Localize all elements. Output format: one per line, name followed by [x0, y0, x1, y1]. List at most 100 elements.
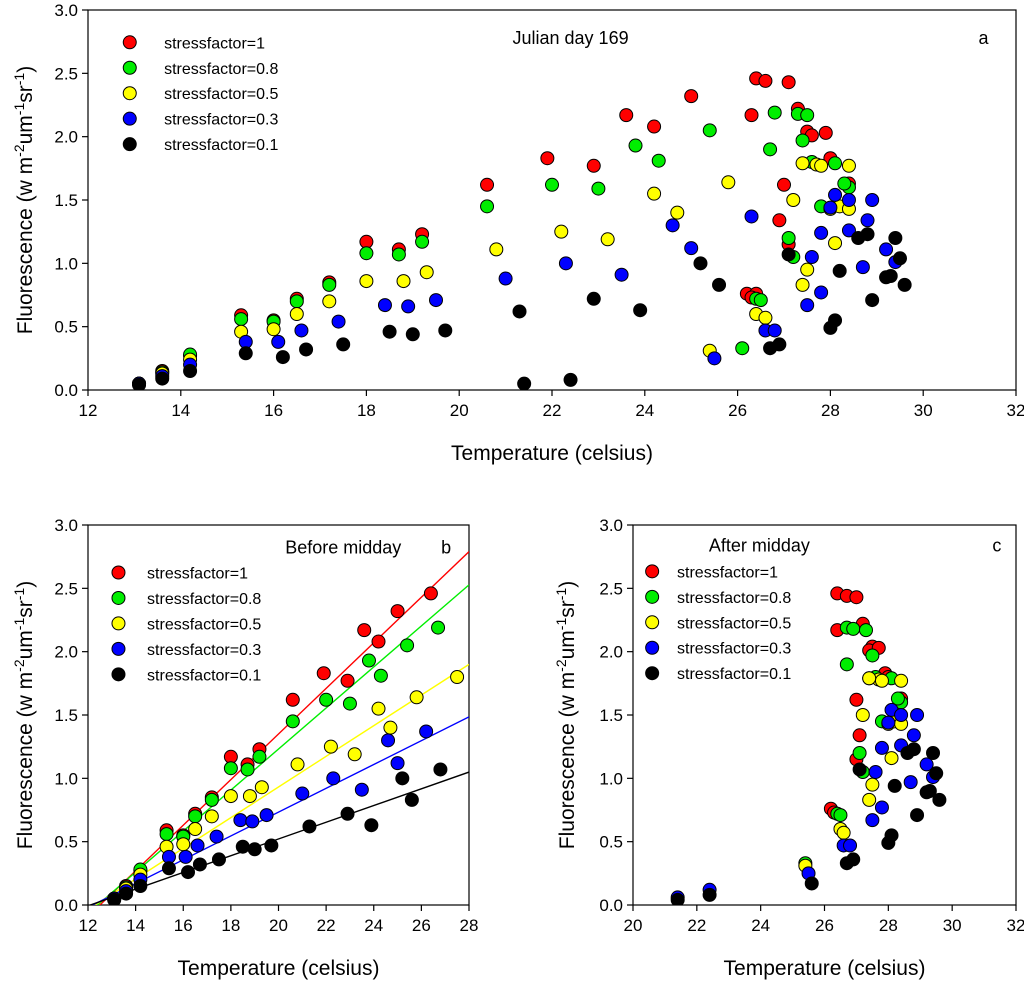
- data-point: [767, 105, 782, 120]
- legend-label: stressfactor=0.1: [147, 667, 261, 684]
- data-point: [832, 263, 847, 278]
- data-point: [235, 839, 250, 854]
- data-point: [419, 265, 434, 280]
- data-point: [865, 193, 880, 207]
- legend-marker: [122, 35, 137, 50]
- data-point: [670, 205, 685, 220]
- data-point: [405, 327, 420, 342]
- data-point: [883, 269, 898, 283]
- data-point: [814, 158, 829, 173]
- data-point: [132, 377, 147, 390]
- data-point: [862, 671, 877, 686]
- data-point: [781, 75, 796, 90]
- y-tick-label: 0.0: [599, 896, 623, 915]
- plot-area: [132, 71, 912, 390]
- data-point: [702, 887, 717, 902]
- data-point: [836, 825, 851, 840]
- x-tick-label: 24: [635, 401, 654, 420]
- y-tick-label: 0.0: [54, 896, 78, 915]
- fit-line-stressfactor=0.5: [93, 663, 469, 905]
- data-point: [554, 224, 569, 239]
- y-tick-label: 1.5: [54, 706, 78, 725]
- data-point: [795, 277, 810, 292]
- data-point: [498, 271, 513, 286]
- data-point: [271, 334, 286, 349]
- data-point: [846, 621, 861, 636]
- x-tick-label: 18: [357, 401, 376, 420]
- data-point: [841, 223, 856, 238]
- data-point: [833, 808, 848, 823]
- data-point: [919, 757, 934, 772]
- y-tick-label: 3.0: [54, 1, 78, 20]
- data-point: [178, 849, 193, 864]
- data-point: [390, 756, 405, 771]
- legend-label: stressfactor=0.3: [677, 641, 791, 658]
- data-point: [910, 808, 925, 823]
- data-point: [841, 158, 856, 173]
- data-point: [289, 307, 304, 321]
- y-tick-label: 2.0: [54, 643, 78, 662]
- data-point: [188, 822, 203, 836]
- data-point: [326, 771, 341, 786]
- y-tick-label: 0.0: [54, 381, 78, 400]
- x-tick-label: 16: [264, 401, 283, 420]
- chart-title: After midday: [709, 536, 810, 556]
- x-tick-label: 14: [171, 401, 190, 420]
- data-point: [721, 175, 736, 190]
- data-point: [433, 762, 448, 777]
- legend-label: stressfactor=1: [147, 566, 248, 583]
- data-point: [702, 123, 717, 138]
- data-point: [181, 865, 196, 880]
- data-point: [316, 666, 331, 681]
- data-point: [712, 277, 727, 292]
- panel-label: a: [979, 28, 990, 48]
- x-tick-label: 22: [543, 401, 562, 420]
- data-point: [890, 691, 905, 706]
- x-tick-label: 20: [624, 916, 643, 935]
- data-point: [926, 746, 941, 760]
- x-tick-label: 18: [221, 916, 240, 935]
- panel-label: b: [441, 538, 451, 558]
- x-tick-label: 26: [412, 916, 431, 935]
- data-point: [299, 342, 314, 357]
- legend-marker: [111, 667, 126, 682]
- data-point: [837, 176, 852, 191]
- plot-frame: [632, 524, 1017, 906]
- legend-marker: [645, 666, 660, 681]
- data-point: [735, 341, 750, 356]
- data-point: [489, 242, 504, 257]
- plot-area: [88, 551, 469, 905]
- data-point: [814, 225, 829, 240]
- data-point: [881, 715, 896, 730]
- data-point: [517, 376, 532, 390]
- data-point: [855, 708, 870, 722]
- data-point: [295, 786, 310, 801]
- fit-line-stressfactor=0.3: [91, 716, 469, 905]
- x-tick-label: 32: [1007, 916, 1024, 935]
- legend-label: stressfactor=0.5: [147, 616, 261, 633]
- data-point: [155, 371, 170, 386]
- data-point: [223, 761, 238, 776]
- data-point: [450, 670, 465, 684]
- data-point: [233, 813, 248, 828]
- fit-line-stressfactor=0.1: [88, 771, 469, 905]
- x-tick-label: 24: [751, 916, 770, 935]
- data-point: [684, 241, 699, 256]
- legend-label: stressfactor=0.1: [677, 666, 791, 683]
- x-tick-label: 30: [914, 401, 933, 420]
- data-point: [377, 298, 392, 313]
- data-point: [884, 828, 899, 843]
- y-tick-label: 3.0: [54, 516, 78, 535]
- data-point: [285, 714, 300, 729]
- data-point: [563, 372, 578, 387]
- data-point: [879, 242, 894, 257]
- data-point: [906, 742, 921, 757]
- data-point: [763, 142, 778, 157]
- data-point: [628, 138, 643, 153]
- data-point: [409, 690, 424, 705]
- x-tick-label: 22: [317, 916, 336, 935]
- data-point: [431, 620, 446, 635]
- data-point: [684, 89, 699, 104]
- data-point: [396, 274, 411, 289]
- data-point: [415, 234, 430, 249]
